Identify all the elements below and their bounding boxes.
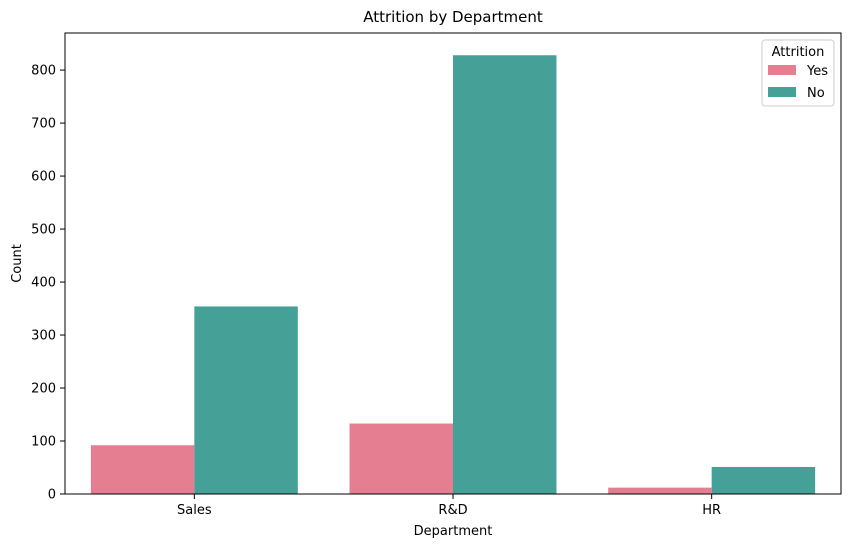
- bar-yes-sales: [90, 445, 195, 494]
- legend-label-yes: Yes: [806, 64, 828, 79]
- y-tick-label: 500: [31, 223, 56, 238]
- x-tick-label: HR: [702, 503, 721, 518]
- y-axis-label: Count: [10, 244, 25, 283]
- chart-title: Attrition by Department: [363, 8, 543, 26]
- y-tick-label: 200: [31, 382, 56, 397]
- bar-yes-rd: [349, 423, 453, 494]
- y-tick-label: 800: [31, 64, 56, 79]
- legend-swatch-yes: [768, 65, 796, 75]
- y-tick-label: 700: [31, 117, 56, 132]
- bar-no-sales: [194, 306, 298, 494]
- plot-frame: [64, 32, 842, 495]
- bar-no-hr: [711, 466, 816, 494]
- bar-no-rd: [453, 55, 557, 494]
- y-tick-label: 300: [31, 329, 56, 344]
- x-tick-label: Sales: [177, 503, 212, 518]
- plot-area: 0 100 200 300 400 500 600 700 800 Sales R&D HR: [31, 55, 816, 518]
- x-tick-label: R&D: [438, 503, 467, 518]
- y-tick-label: 0: [48, 488, 56, 503]
- bar-yes-hr: [608, 487, 712, 494]
- legend-title: Attrition: [772, 45, 825, 60]
- legend-label-no: No: [807, 86, 825, 101]
- y-tick-label: 100: [31, 435, 56, 450]
- x-axis-label: Department: [414, 524, 493, 539]
- legend-swatch-no: [768, 87, 796, 97]
- y-tick-label: 400: [31, 276, 56, 291]
- legend: Attrition Yes No: [761, 39, 835, 107]
- y-tick-label: 600: [31, 170, 56, 185]
